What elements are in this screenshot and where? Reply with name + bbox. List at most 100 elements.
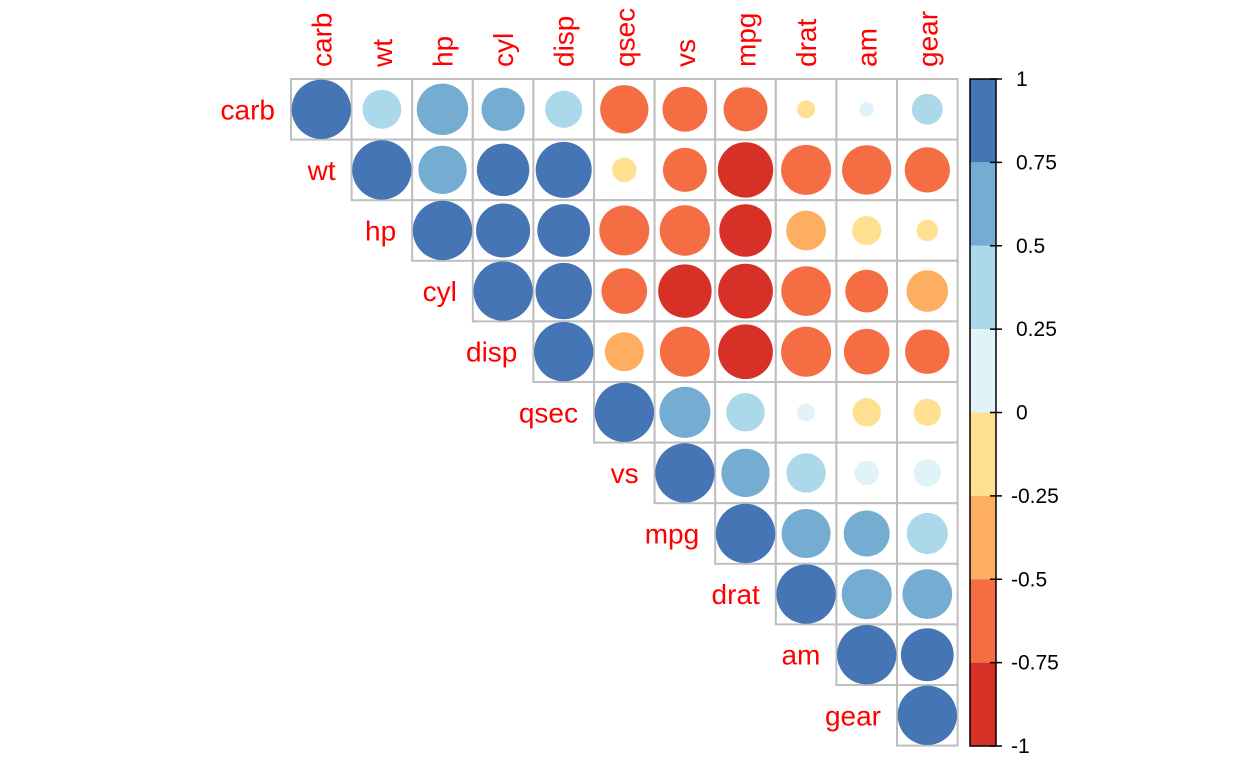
row-label-gear: gear [825, 700, 881, 731]
corr-circle-disp-disp [534, 322, 594, 382]
colorbar-bin [970, 79, 996, 163]
corr-circle-disp-am [843, 328, 890, 375]
col-label-disp: disp [549, 16, 580, 67]
row-label-disp: disp [466, 337, 517, 368]
corr-circle-carb-wt [362, 89, 402, 129]
col-label-vs: vs [670, 39, 701, 67]
corr-circle-carb-carb [291, 79, 351, 139]
corr-circle-disp-drat [781, 326, 832, 377]
corr-circle-carb-am [859, 102, 874, 117]
corr-circle-qsec-vs [659, 386, 711, 438]
corr-circle-carb-vs [662, 86, 708, 132]
row-label-hp: hp [365, 216, 396, 247]
corr-circle-wt-qsec [612, 157, 637, 183]
colorbar-bin [970, 245, 996, 330]
corr-circle-carb-cyl [481, 87, 525, 131]
corr-circle-mpg-am [843, 510, 890, 557]
corr-circle-hp-mpg [719, 204, 772, 257]
corr-circle-mpg-drat [781, 509, 831, 558]
colorbar-bin [970, 162, 996, 246]
corr-circle-qsec-am [852, 398, 881, 427]
colorbar-tick-label: -0.75 [1011, 652, 1059, 675]
corr-circle-carb-mpg [723, 87, 768, 132]
corr-circle-am-gear [900, 628, 954, 682]
colorbar-tick-label: 0 [1016, 402, 1028, 425]
corr-circle-wt-disp [535, 141, 592, 198]
colorbar-tick-label: -0.5 [1011, 568, 1047, 591]
colorbar-bin [970, 495, 996, 580]
col-label-am: am [852, 28, 883, 67]
colorbar-bin [970, 579, 996, 663]
corr-circle-hp-disp [537, 204, 591, 257]
corr-circle-hp-am [852, 215, 882, 246]
corr-circle-hp-cyl [476, 203, 531, 258]
corr-circle-carb-hp [416, 83, 469, 136]
corr-circle-wt-wt [352, 140, 412, 200]
colorbar-bin [970, 412, 996, 496]
corr-circle-wt-drat [781, 144, 832, 195]
corr-circle-cyl-disp [535, 262, 592, 320]
corr-circle-cyl-qsec [601, 268, 648, 314]
corr-circle-hp-gear [916, 219, 939, 242]
corr-circle-drat-drat [776, 564, 836, 624]
corr-circle-vs-vs [655, 443, 715, 503]
colorbar-tick-label: -1 [1011, 735, 1030, 758]
corr-circle-carb-drat [797, 100, 816, 119]
corr-circle-vs-mpg [721, 448, 770, 498]
corr-circle-qsec-qsec [594, 382, 654, 442]
corr-circle-wt-am [842, 145, 892, 195]
corr-circle-vs-am [854, 460, 879, 486]
corr-circle-cyl-mpg [718, 263, 773, 319]
corr-circle-disp-vs [659, 326, 710, 377]
row-label-am: am [781, 640, 820, 671]
row-label-mpg: mpg [645, 519, 699, 550]
circles-layer [291, 79, 957, 745]
corr-circle-hp-drat [786, 210, 827, 251]
colorbar-bin [970, 662, 996, 747]
corr-circle-qsec-mpg [726, 393, 765, 432]
corr-circle-qsec-gear [913, 398, 941, 426]
cell-hp-gear [896, 199, 959, 262]
corr-circle-mpg-mpg [715, 503, 776, 564]
colorbar-tick-label: 0.25 [1016, 318, 1057, 341]
row-label-wt: wt [307, 155, 336, 186]
col-label-qsec: qsec [609, 8, 640, 67]
corr-circle-drat-am [841, 569, 892, 620]
colorbar-tick-label: 0.75 [1016, 151, 1057, 174]
corr-circle-hp-qsec [599, 205, 650, 256]
col-label-carb: carb [306, 13, 337, 67]
row-label-qsec: qsec [519, 397, 578, 428]
col-label-hp: hp [428, 36, 459, 67]
corr-circle-carb-disp [545, 90, 583, 128]
corr-circle-disp-gear [905, 329, 950, 374]
corr-circle-drat-gear [902, 569, 953, 619]
corr-circle-cyl-cyl [473, 261, 533, 321]
corr-circle-gear-gear [897, 685, 957, 745]
corr-circle-vs-gear [913, 459, 941, 487]
corr-circle-mpg-gear [906, 512, 948, 555]
corr-circle-hp-vs [659, 205, 711, 256]
corr-circle-wt-cyl [476, 143, 530, 197]
col-label-cyl: cyl [488, 33, 519, 67]
corr-circle-hp-hp [412, 200, 473, 261]
column-labels: carb wt hp cyl disp qsec vs mpg drat am gear [306, 8, 943, 68]
corr-circle-wt-mpg [717, 142, 774, 198]
colorbar: 1 0.75 0.5 0.25 0 -0.25 -0.5 -0.75 -1 [969, 68, 1059, 758]
corr-circle-cyl-gear [906, 270, 949, 312]
corr-circle-vs-drat [786, 453, 826, 493]
corr-circle-carb-gear [911, 93, 943, 125]
colorbar-bin [970, 329, 996, 413]
corr-circle-carb-qsec [600, 85, 649, 134]
corr-circle-wt-hp [418, 145, 467, 195]
corr-circle-cyl-am [845, 269, 889, 313]
col-label-wt: wt [367, 39, 398, 68]
col-label-gear: gear [912, 11, 943, 67]
corr-circle-disp-mpg [718, 324, 773, 380]
row-label-vs: vs [611, 458, 639, 489]
colorbar-tick-label: 0.5 [1016, 235, 1045, 258]
col-label-mpg: mpg [731, 13, 762, 67]
corr-circle-cyl-drat [781, 266, 831, 316]
